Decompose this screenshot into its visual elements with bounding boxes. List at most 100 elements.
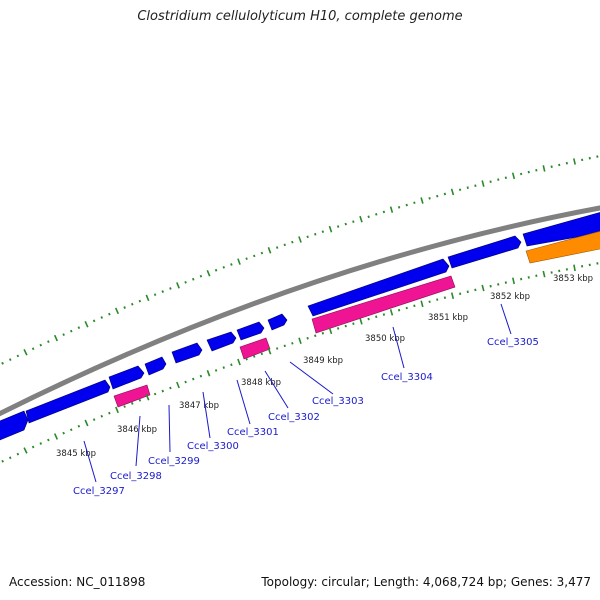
minor-tick	[489, 284, 492, 288]
major-tick	[573, 264, 576, 272]
minor-tick	[191, 277, 195, 281]
minor-tick	[520, 277, 523, 281]
gene-label-ccel-3305[interactable]: Ccel_3305	[487, 337, 539, 348]
minor-tick	[550, 165, 553, 168]
gene-feature[interactable]	[307, 258, 450, 317]
minor-tick	[16, 452, 20, 456]
minor-tick	[291, 240, 294, 244]
minor-tick	[588, 156, 591, 160]
minor-tick	[428, 197, 431, 200]
minor-tick	[375, 213, 378, 216]
gene-feature[interactable]	[25, 379, 111, 424]
gene-label-ccel-3301[interactable]: Ccel_3301	[227, 427, 279, 438]
minor-tick	[413, 304, 416, 308]
minor-tick	[504, 281, 507, 284]
gene-feature[interactable]	[113, 384, 151, 408]
major-tick	[53, 433, 59, 440]
minor-tick	[62, 333, 65, 336]
major-tick	[267, 347, 272, 355]
minor-tick	[283, 243, 286, 247]
minor-tick	[77, 424, 81, 428]
minor-tick	[428, 300, 431, 304]
minor-tick	[1, 361, 4, 365]
minor-tick	[527, 170, 530, 174]
minor-tick	[31, 445, 35, 449]
minor-tick	[214, 268, 218, 272]
minor-tick	[397, 206, 401, 209]
major-tick	[389, 309, 394, 316]
minor-tick	[497, 283, 500, 286]
gene-label-ccel-3304[interactable]: Ccel_3304	[381, 372, 433, 383]
gene-labels: Ccel_3297 Ccel_3298 Ccel_3299 Ccel_3300 …	[73, 337, 539, 497]
accession-text: Accession: NC_011898	[9, 575, 146, 589]
minor-tick	[504, 176, 507, 180]
gene-feature[interactable]	[144, 356, 167, 376]
minor-tick	[314, 334, 317, 338]
minor-tick	[245, 357, 248, 361]
major-tick	[450, 188, 455, 196]
minor-tick	[275, 246, 279, 249]
minor-tick	[169, 386, 172, 390]
outer-tick-ruler	[1, 155, 599, 365]
major-tick	[481, 284, 485, 292]
minor-tick	[199, 274, 203, 278]
gene-label-ccel-3300[interactable]: Ccel_3300	[187, 441, 239, 452]
minor-tick	[466, 290, 469, 294]
minor-tick	[100, 414, 104, 418]
gene-label-ccel-3299[interactable]: Ccel_3299	[148, 456, 200, 467]
rna-feature[interactable]	[525, 230, 600, 264]
minor-tick	[336, 225, 340, 228]
minor-tick	[436, 194, 439, 198]
kbp-label: 3853 kbp	[553, 274, 593, 284]
minor-tick	[405, 306, 408, 310]
minor-tick	[275, 347, 279, 350]
gene-feature[interactable]	[236, 321, 265, 341]
kbp-labels: 3845 kbp 3846 kbp 3847 kbp 3848 kbp 3849…	[56, 274, 593, 459]
minor-tick	[92, 418, 96, 421]
minor-tick	[108, 411, 111, 415]
gene-label-ccel-3297[interactable]: Ccel_3297	[73, 486, 125, 497]
minor-tick	[192, 377, 195, 381]
minor-tick	[558, 269, 561, 273]
minor-tick	[161, 389, 165, 393]
kbp-label: 3849 kbp	[303, 356, 343, 366]
gene-feature[interactable]	[267, 313, 288, 331]
gene-label-ccel-3303[interactable]: Ccel_3303	[312, 396, 364, 407]
major-tick	[328, 327, 333, 335]
major-tick	[298, 236, 302, 243]
major-tick	[359, 318, 363, 325]
minor-tick	[352, 220, 355, 223]
minor-tick	[535, 168, 538, 172]
minor-tick	[588, 263, 591, 267]
minor-tick	[367, 215, 370, 219]
minor-tick	[230, 263, 233, 266]
minor-tick	[253, 254, 256, 258]
minor-tick	[184, 380, 187, 384]
gene-feature[interactable]	[447, 235, 522, 269]
minor-tick	[367, 317, 370, 321]
major-tick	[237, 358, 241, 366]
major-tick	[542, 270, 546, 278]
gene-feature[interactable]	[522, 211, 600, 247]
gene-feature[interactable]	[206, 331, 237, 352]
gene-label-ccel-3302[interactable]: Ccel_3302	[268, 412, 320, 423]
minor-tick	[1, 459, 4, 463]
minor-tick	[260, 352, 264, 356]
minor-tick	[382, 313, 386, 316]
kbp-label: 3848 kbp	[241, 378, 281, 388]
gene-feature[interactable]	[108, 365, 145, 390]
gene-feature[interactable]	[0, 410, 29, 442]
minor-tick	[153, 293, 157, 297]
major-tick	[84, 419, 89, 427]
minor-tick	[138, 299, 142, 303]
major-tick	[145, 294, 150, 302]
minor-tick	[535, 274, 538, 278]
kbp-label: 3851 kbp	[428, 313, 468, 323]
gene-feature[interactable]	[239, 337, 271, 360]
gene-label-ccel-3298[interactable]: Ccel_3298	[110, 471, 162, 482]
major-tick	[420, 197, 424, 204]
major-tick	[53, 334, 59, 342]
gene-feature[interactable]	[171, 342, 203, 364]
map-title: Clostridium cellulolyticum H10, complete…	[137, 9, 463, 24]
gene-feature[interactable]	[311, 275, 456, 334]
